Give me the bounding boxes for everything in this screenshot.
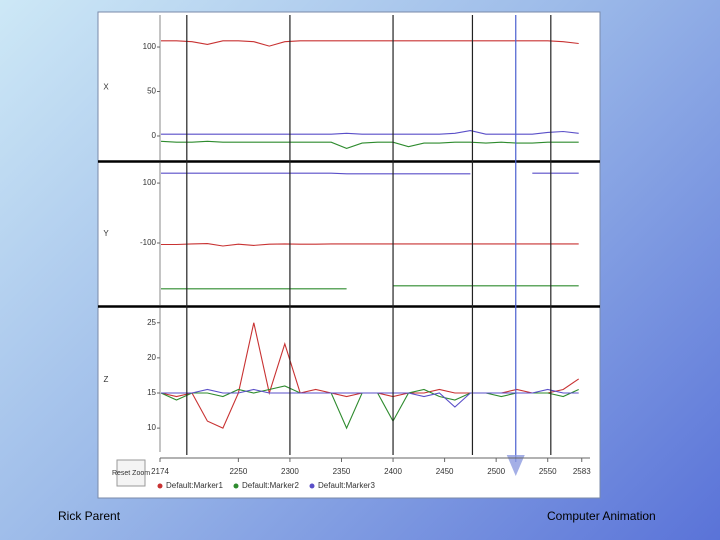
series-line [161,130,579,135]
series-line [161,40,579,47]
y-tick-label: 100 [143,42,157,51]
reset-button[interactable] [116,459,146,487]
legend-swatch [309,483,315,489]
x-tick-label: 2583 [573,467,591,476]
cursor-handle [506,455,525,476]
series-line [161,172,579,175]
y-tick-label: 50 [147,87,156,96]
y-tick-label: -100 [140,238,157,247]
y-tick-label: 15 [147,388,156,397]
footer-right: Computer Animation [547,509,656,523]
y-tick-label: 20 [147,353,156,362]
x-tick-label: 2250 [229,467,247,476]
footer-left: Rick Parent [58,509,121,523]
series-line [161,285,579,290]
series-line [161,243,579,247]
y-axis-label: Z [104,375,109,384]
legend-swatch [233,483,239,489]
x-tick-label: 2350 [333,467,351,476]
x-tick-label: 2450 [436,467,454,476]
screenshot-frame [97,11,601,499]
y-tick-label: 10 [147,423,156,432]
x-tick-label: 2400 [384,467,402,476]
y-tick-label: 100 [143,178,157,187]
legend-label: Default:Marker3 [318,481,375,490]
y-tick-label: 25 [147,318,156,327]
y-axis-label: Y [103,229,109,238]
series-line [161,388,579,408]
x-tick-label: 2174 [151,467,169,476]
x-tick-label: 2550 [539,467,557,476]
legend-label: Default:Marker1 [166,481,223,490]
reset-label: Reset Zoom [112,470,150,477]
x-tick-label: 2300 [281,467,299,476]
y-axis-label: X [103,83,109,92]
legend-label: Default:Marker2 [242,481,299,490]
legend-swatch [157,483,163,489]
y-tick-label: 0 [152,131,157,140]
series-line [160,140,579,149]
x-tick-label: 2500 [487,467,505,476]
